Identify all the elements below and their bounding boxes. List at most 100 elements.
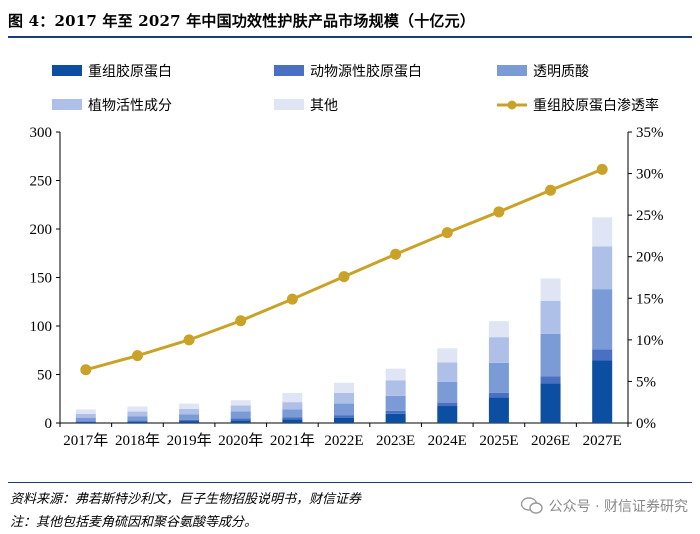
legend-swatch — [52, 65, 82, 76]
bar-segment — [437, 362, 458, 382]
bar-series-group — [75, 217, 613, 423]
line-point — [338, 271, 350, 283]
bar-segment — [488, 362, 509, 393]
bar-segment — [385, 380, 406, 396]
y-left-tick-label: 50 — [37, 368, 52, 384]
line-point — [441, 227, 453, 239]
source-note: 资料来源：弗若斯特沙利文，巨子生物招股说明书，财信证券 — [10, 492, 362, 507]
footnote: 注：其他包括麦角硫因和聚谷氨酸等成分。 — [10, 515, 258, 530]
bar-segment — [179, 419, 200, 422]
bar-segment — [127, 421, 148, 423]
legend-label: 重组胶原蛋白 — [88, 63, 172, 80]
x-tick-label: 2025E — [479, 433, 518, 449]
x-tick-label: 2022E — [324, 433, 363, 449]
bar-segment — [75, 409, 96, 414]
legend-swatch — [497, 65, 527, 76]
x-tick-label: 2023E — [376, 433, 415, 449]
bar-segment — [127, 416, 148, 421]
bar-segment — [75, 422, 96, 423]
bar-segment — [334, 403, 354, 416]
penetration-rate-line — [85, 168, 603, 372]
y-right-tick-label: 30% — [636, 167, 664, 183]
bar-segment — [230, 411, 251, 419]
y-right-tick-label: 0% — [636, 416, 656, 432]
line-point — [596, 163, 608, 175]
bar-segment — [488, 392, 509, 398]
legend-label: 透明质酸 — [533, 64, 589, 80]
legend-marker — [507, 100, 517, 110]
bar-segment — [334, 415, 354, 418]
y-left-tick-label: 250 — [30, 174, 53, 190]
bar-segment — [127, 420, 148, 422]
y-right-tick-label: 35% — [636, 125, 664, 141]
bar-segment — [334, 392, 354, 404]
bar-segment — [75, 413, 96, 418]
bar-segment — [592, 246, 613, 290]
bar-segment — [592, 289, 613, 350]
y-left-tick-label: 100 — [30, 319, 53, 335]
bar-segment — [282, 417, 303, 420]
bar-segment — [385, 395, 406, 411]
bar-segment — [385, 410, 406, 414]
y-right-tick-label: 20% — [636, 250, 664, 266]
bar-segment — [282, 392, 303, 403]
legend-swatch — [274, 99, 304, 110]
line-point — [183, 334, 195, 346]
bar-segment — [179, 403, 200, 409]
bar-segment — [179, 408, 200, 415]
bar-segment — [540, 383, 561, 423]
footer-divider — [8, 482, 692, 483]
bar-segment — [437, 402, 458, 407]
x-tick-label: 2020年 — [218, 432, 263, 449]
line-point — [235, 315, 247, 327]
bar-segment — [540, 376, 561, 384]
bar-segment — [127, 406, 148, 412]
bar-segment — [127, 411, 148, 417]
legend-label: 动物源性胶原蛋白 — [310, 63, 422, 80]
line-point — [131, 350, 143, 362]
y-right-tick-label: 10% — [636, 333, 664, 349]
x-tick-label: 2019年 — [167, 432, 212, 449]
y-left-tick-label: 150 — [30, 271, 53, 287]
bar-segment — [282, 419, 303, 423]
bar-segment — [540, 300, 561, 334]
bar-segment — [437, 348, 458, 363]
bar-segment — [179, 414, 200, 420]
bar-segment — [75, 417, 96, 422]
x-tick-label: 2027E — [583, 433, 622, 449]
line-point — [545, 184, 557, 196]
bar-segment — [230, 405, 251, 412]
bar-segment — [75, 421, 96, 423]
y-right-tick-label: 15% — [636, 291, 664, 307]
line-series-group — [80, 163, 608, 376]
legend-label: 植物活性成分 — [88, 98, 172, 114]
bar-segment — [592, 349, 613, 361]
bar-segment — [488, 337, 509, 363]
bar-segment — [540, 333, 561, 377]
y-left-tick-label: 200 — [30, 222, 53, 238]
title-divider — [8, 36, 692, 38]
bar-segment — [437, 381, 458, 403]
y-right-tick-label: 25% — [636, 208, 664, 224]
x-tick-label: 2017年 — [63, 432, 108, 449]
bar-segment — [282, 409, 303, 418]
bar-segment — [437, 406, 458, 423]
line-point — [80, 364, 92, 376]
axis-labels-group: 0 50 100 150 200 250 300 0% 5% 10% 15% 20% 25% 30% 35%… — [30, 125, 664, 449]
legend-label: 其他 — [310, 98, 338, 114]
wechat-icon — [520, 497, 543, 514]
legend-swatch — [274, 65, 304, 76]
bar-segment — [488, 321, 509, 338]
bar-segment — [179, 421, 200, 423]
bar-segment — [592, 360, 613, 423]
bar-segment — [334, 382, 354, 393]
bar-segment — [230, 400, 251, 406]
bar-segment — [488, 397, 509, 423]
y-left-tick-label: 300 — [30, 125, 53, 141]
line-point — [493, 206, 505, 218]
legend-swatch — [52, 99, 82, 110]
x-tick-label: 2018年 — [115, 432, 160, 449]
y-right-tick-label: 5% — [636, 374, 656, 390]
